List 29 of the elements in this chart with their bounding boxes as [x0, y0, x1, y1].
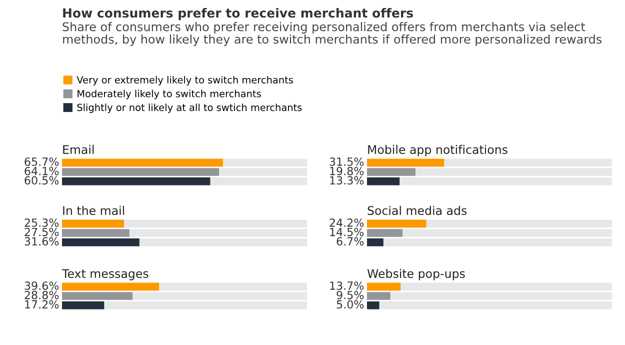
chart-title: Website pop-ups	[367, 268, 465, 280]
data-label: 27.5%	[24, 228, 59, 236]
data-label: 14.5%	[330, 228, 364, 236]
data-label: 24.2%	[330, 218, 364, 227]
data-label: 28.8%	[24, 290, 59, 300]
data-label: 5.0%	[336, 300, 364, 309]
text: Share of consumers who prefer receiving personalized offers from merchants via select methods, by how likely they are to switch merchants if offered more personalized rewards	[62, 22, 602, 46]
chart-title: Email	[63, 144, 94, 154]
data-label: 64.1%	[24, 166, 59, 176]
chart-title: Text messages	[62, 269, 148, 280]
data-label: 9.5%	[336, 290, 364, 300]
chart-title: Social media ads	[368, 206, 467, 215]
data-label: 6.7%	[336, 237, 364, 246]
data-label: 17.2%	[25, 300, 59, 309]
data-label: 25.3%	[24, 218, 59, 227]
data-label: 65.7%	[24, 157, 59, 166]
data-label: 39.6%	[24, 281, 59, 290]
data-label: 19.8%	[330, 166, 364, 176]
text: How consumers prefer to receive merchant offers	[63, 8, 413, 20]
data-label: 13.3%	[330, 176, 364, 185]
legend-label: Moderately likely to switch merchants	[78, 90, 261, 100]
data-label: 60.5%	[24, 176, 59, 185]
data-label: 13.7%	[330, 281, 364, 290]
chart-title: In the mail	[63, 206, 124, 215]
chart-title: Mobile app notifications	[368, 144, 508, 156]
legend-label: Slightly or not likely at all to swtich merchants	[77, 104, 302, 113]
legend-label: Very or extremely likely to switch merchants	[76, 76, 293, 86]
data-label: 31.6%	[24, 237, 59, 246]
data-label: 31.5%	[330, 157, 364, 166]
